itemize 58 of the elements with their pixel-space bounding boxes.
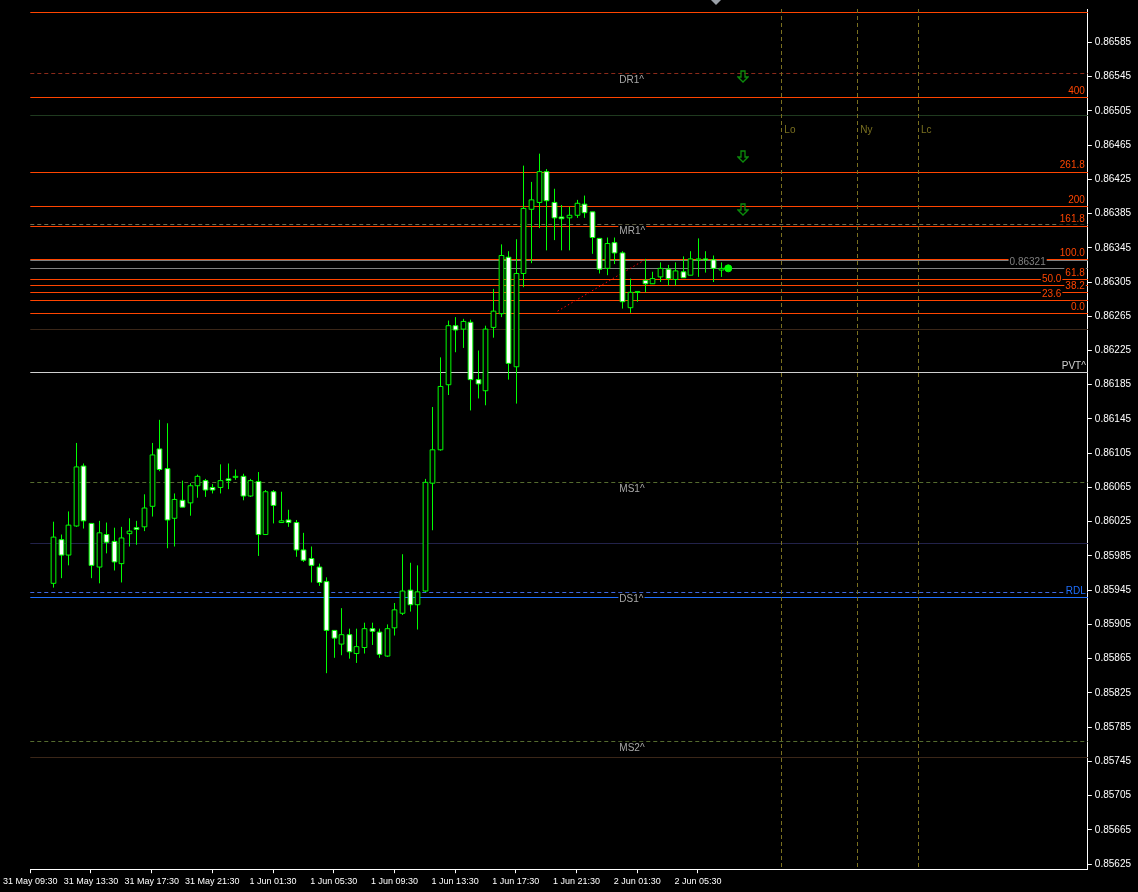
ref-line-label: PVT^ <box>1061 359 1087 371</box>
annotation: 200 <box>1068 193 1086 205</box>
y-tick-label: 0.85785 <box>1094 720 1132 732</box>
y-tick-label: 0.86185 <box>1094 378 1132 390</box>
y-tick-label: 0.86025 <box>1094 515 1132 527</box>
x-tick-label: 1 Jun 13:30 <box>431 876 479 887</box>
y-tick-label: 0.86345 <box>1094 241 1132 253</box>
ref-line-label: Ny <box>860 123 873 135</box>
y-tick-label: 0.86225 <box>1094 344 1132 356</box>
ref-line-label: MS2^ <box>619 741 645 753</box>
y-tick-label: 0.86425 <box>1094 173 1132 185</box>
y-tick-label: 0.85985 <box>1094 549 1132 561</box>
annotation: 38.2 <box>1065 280 1086 292</box>
y-tick-label: 0.85945 <box>1094 583 1132 595</box>
x-tick-label: 31 May 09:30 <box>2 876 58 887</box>
annotation: 23.6 <box>1041 287 1062 299</box>
y-tick-label: 0.86465 <box>1094 138 1132 150</box>
y-tick-label: 0.86145 <box>1094 412 1132 424</box>
ref-line-label: RDL <box>1065 584 1087 596</box>
y-tick-label: 0.86505 <box>1094 104 1132 116</box>
y-tick-label: 0.85905 <box>1094 618 1132 630</box>
y-tick-label: 0.85705 <box>1094 789 1132 801</box>
x-tick-label: 1 Jun 05:30 <box>310 876 358 887</box>
y-tick-label: 0.86065 <box>1094 481 1132 493</box>
y-tick-label: 0.86265 <box>1094 310 1132 322</box>
y-tick-label: 0.85865 <box>1094 652 1132 664</box>
ref-line-label: MS1^ <box>619 483 645 495</box>
y-tick-label: 0.85665 <box>1094 823 1132 835</box>
annotation: 50.0 <box>1041 273 1062 285</box>
y-tick-label: 0.86385 <box>1094 207 1132 219</box>
y-tick-label: 0.85625 <box>1094 857 1132 869</box>
x-tick-label: 1 Jun 17:30 <box>492 876 540 887</box>
x-tick-label: 31 May 13:30 <box>63 876 119 887</box>
annotation: 161.8 <box>1059 213 1086 225</box>
x-tick-label: 31 May 17:30 <box>124 876 179 887</box>
ref-line-label: Lc <box>920 123 932 135</box>
annotation: 261.8 <box>1059 159 1086 171</box>
ref-line-label: DS1^ <box>619 592 644 604</box>
x-tick-label: 1 Jun 09:30 <box>370 876 418 887</box>
annotation: 61.8 <box>1065 267 1086 279</box>
x-tick-label: 2 Jun 01:30 <box>613 876 661 887</box>
y-tick-label: 0.86305 <box>1094 275 1132 287</box>
x-tick-label: 1 Jun 01:30 <box>249 876 297 887</box>
annotation: 100.0 <box>1059 246 1086 258</box>
y-tick-label: 0.86105 <box>1094 446 1132 458</box>
ref-line-label: DR1^ <box>619 73 645 85</box>
x-tick-label: 1 Jun 21:30 <box>552 876 601 887</box>
ref-line-label: MR1^ <box>619 224 646 236</box>
y-tick-label: 0.85825 <box>1094 686 1132 698</box>
y-tick-label: 0.85745 <box>1094 755 1132 767</box>
annotation: 0.0 <box>1070 300 1086 312</box>
ref-line-label: Lo <box>784 123 796 135</box>
x-tick-label: 31 May 21:30 <box>185 876 240 887</box>
x-tick-label: 2 Jun 05:30 <box>674 876 722 887</box>
y-tick-label: 0.86585 <box>1094 36 1132 48</box>
y-tick-label: 0.86545 <box>1094 70 1132 82</box>
annotation: 400 <box>1068 84 1086 96</box>
ref-line-label: 0.86321 <box>1009 256 1047 268</box>
